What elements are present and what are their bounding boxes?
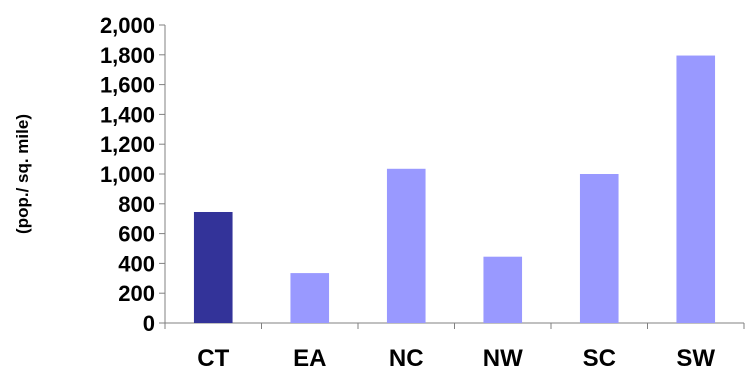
x-tick-label: CT [197,345,229,372]
x-tick-label: SC [583,345,616,372]
y-axis: 0 200 400 600 800 1,000 1,200 1,400 1,600 1,800 2,… [100,13,166,336]
y-tick-label: 1,400 [100,102,155,127]
y-axis-title: (pop./ sq. mile) [13,114,32,234]
y-tick-label: 1,800 [100,43,155,68]
y-tick-label: 600 [118,222,155,247]
x-tick-label: SW [676,345,715,372]
x-axis: CT EA NC NW SC SW [164,322,745,372]
x-tick-label: EA [293,345,326,372]
y-tick-label: 400 [118,251,155,276]
bars [193,55,716,324]
y-tick-label: 2,000 [100,13,155,38]
bar-sw [676,55,716,324]
y-tick-label: 0 [143,311,155,336]
bar-sc [579,174,619,323]
y-tick-label: 1,600 [100,73,155,98]
bar-nw [483,256,523,323]
x-tick-label: NC [389,345,424,372]
y-tick-label: 1,200 [100,132,155,157]
y-tick-label: 200 [118,281,155,306]
bar-ea [290,273,330,323]
y-tick-label: 800 [118,192,155,217]
x-tick-label: NW [483,345,523,372]
bar-nc [386,168,426,323]
y-tick-label: 1,000 [100,162,155,187]
bar-ct [193,211,233,323]
